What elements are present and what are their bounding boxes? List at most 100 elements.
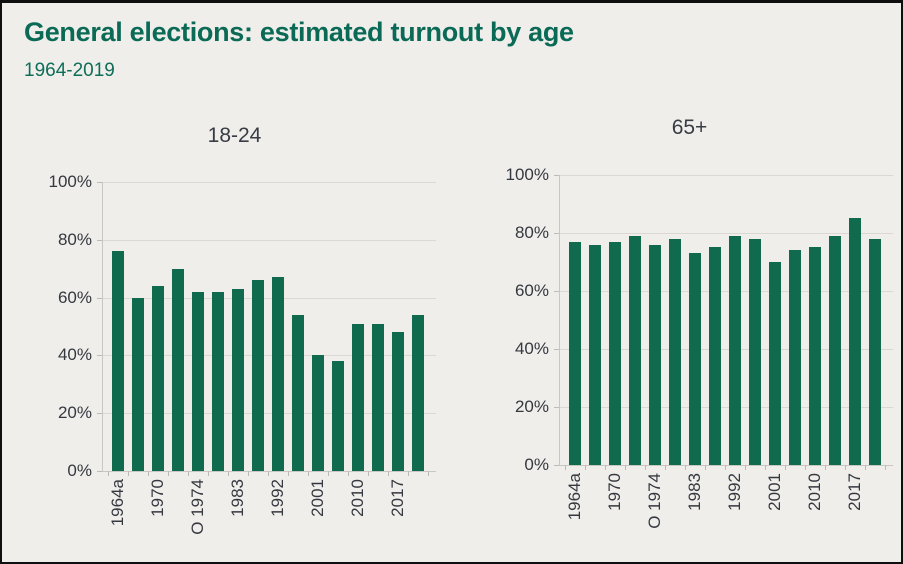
bar-65--2001 bbox=[769, 262, 781, 465]
gridline-20 bbox=[559, 407, 893, 408]
bar-65--2019 bbox=[869, 239, 881, 465]
x-axis-label-18-24-1983: 1983 bbox=[228, 479, 247, 517]
bar-65--2017 bbox=[849, 218, 861, 465]
gridline-0 bbox=[102, 471, 436, 472]
x-axis-label-18-24-O1974: O 1974 bbox=[188, 479, 207, 535]
y-axis-label-100: 100% bbox=[48, 172, 92, 191]
bar-18-24-2005 bbox=[332, 361, 344, 471]
bar-65--1979 bbox=[669, 239, 681, 465]
bar-18-24-1979 bbox=[212, 292, 224, 471]
x-axis-tick bbox=[585, 465, 586, 470]
x-axis-tick bbox=[665, 465, 666, 470]
x-axis-tick bbox=[885, 465, 886, 470]
y-axis-tick bbox=[554, 349, 559, 350]
y-axis-tick bbox=[554, 465, 559, 466]
x-axis-tick bbox=[865, 465, 866, 470]
y-axis-tick bbox=[97, 413, 102, 414]
gridline-80 bbox=[559, 233, 893, 234]
bar-65--2010 bbox=[809, 247, 821, 465]
y-axis-label-20: 20% bbox=[57, 403, 92, 422]
y-axis-tick bbox=[97, 240, 102, 241]
x-axis-tick bbox=[745, 465, 746, 470]
bar-65--1983 bbox=[689, 253, 701, 465]
x-axis-tick bbox=[128, 471, 129, 476]
x-axis-label-65--2017: 2017 bbox=[845, 473, 864, 511]
x-axis-label-65--1992: 1992 bbox=[725, 473, 744, 511]
x-axis-label-18-24-2017: 2017 bbox=[388, 479, 407, 517]
x-axis-label-18-24-2001: 2001 bbox=[308, 479, 327, 517]
x-axis-tick bbox=[148, 471, 149, 476]
gridline-80 bbox=[102, 240, 436, 241]
plot-area-65- bbox=[554, 175, 893, 470]
x-axis-label-18-24-1992: 1992 bbox=[268, 479, 287, 517]
y-axis-tick bbox=[554, 233, 559, 234]
bar-65--1997 bbox=[749, 239, 761, 465]
bar-18-24-2019 bbox=[412, 315, 424, 471]
x-axis-label-65--2010: 2010 bbox=[805, 473, 824, 511]
x-axis-tick bbox=[108, 471, 109, 476]
x-axis-tick bbox=[625, 465, 626, 470]
gridline-100 bbox=[102, 182, 436, 183]
x-axis-label-65--1983: 1983 bbox=[685, 473, 704, 511]
x-axis-label-18-24-2010: 2010 bbox=[348, 479, 367, 517]
gridline-40 bbox=[559, 349, 893, 350]
gridline-0 bbox=[559, 465, 893, 466]
y-axis-line-18-24 bbox=[102, 182, 103, 471]
bar-18-24-1992 bbox=[272, 277, 284, 471]
bar-18-24-2017 bbox=[392, 332, 404, 471]
bar-65--1970 bbox=[609, 242, 621, 465]
x-axis-tick bbox=[288, 471, 289, 476]
x-axis-label-18-24-1964a: 1964a bbox=[108, 479, 127, 527]
x-axis-tick bbox=[368, 471, 369, 476]
y-axis-tick bbox=[97, 182, 102, 183]
x-axis-tick bbox=[785, 465, 786, 470]
y-axis-tick bbox=[554, 407, 559, 408]
x-axis-tick bbox=[765, 465, 766, 470]
x-axis-tick bbox=[168, 471, 169, 476]
x-axis-tick bbox=[328, 471, 329, 476]
bar-18-24-2010 bbox=[352, 324, 364, 471]
x-axis-tick bbox=[605, 465, 606, 470]
y-axis-label-100: 100% bbox=[505, 165, 549, 184]
y-axis-label-0: 0% bbox=[67, 461, 92, 480]
gridline-20 bbox=[102, 413, 436, 414]
x-axis-label-65--2001: 2001 bbox=[765, 473, 784, 511]
x-axis-tick bbox=[208, 471, 209, 476]
x-axis-tick bbox=[565, 465, 566, 470]
x-axis-tick bbox=[705, 465, 706, 470]
x-axis-tick bbox=[308, 471, 309, 476]
y-axis-label-40: 40% bbox=[514, 339, 549, 358]
x-axis-tick bbox=[248, 471, 249, 476]
x-axis-tick bbox=[268, 471, 269, 476]
bar-18-24-1964 bbox=[112, 251, 124, 471]
y-axis-tick bbox=[97, 298, 102, 299]
x-axis-tick bbox=[845, 465, 846, 470]
bar-18-24-1974Feb bbox=[172, 269, 184, 471]
bar-18-24-1974Oct bbox=[192, 292, 204, 471]
bar-65--2015 bbox=[829, 236, 841, 465]
bar-65--1987 bbox=[709, 247, 721, 465]
bar-65--1974Feb bbox=[629, 236, 641, 465]
bar-18-24-2015 bbox=[372, 324, 384, 471]
bar-18-24-2001 bbox=[312, 355, 324, 471]
bar-18-24-1983 bbox=[232, 289, 244, 471]
x-axis-label-65--1970: 1970 bbox=[605, 473, 624, 511]
page-subtitle: 1964-2019 bbox=[24, 60, 115, 81]
bar-65--1992 bbox=[729, 236, 741, 465]
y-axis-label-80: 80% bbox=[57, 230, 92, 249]
x-axis-tick bbox=[408, 471, 409, 476]
chart-title-65-: 65+ bbox=[671, 116, 708, 139]
page-title: General elections: estimated turnout by … bbox=[24, 17, 574, 47]
y-axis-label-80: 80% bbox=[514, 223, 549, 242]
bar-65--2005 bbox=[789, 250, 801, 465]
plot-area-18-24 bbox=[97, 182, 436, 476]
y-axis-line-65- bbox=[559, 175, 560, 465]
x-axis-label-65--1964a: 1964a bbox=[565, 473, 584, 521]
y-axis-tick bbox=[554, 291, 559, 292]
bar-18-24-1997 bbox=[292, 315, 304, 471]
bar-18-24-1970 bbox=[152, 286, 164, 471]
y-axis-label-60: 60% bbox=[57, 288, 92, 307]
x-axis-tick bbox=[228, 471, 229, 476]
gridline-100 bbox=[559, 175, 893, 176]
